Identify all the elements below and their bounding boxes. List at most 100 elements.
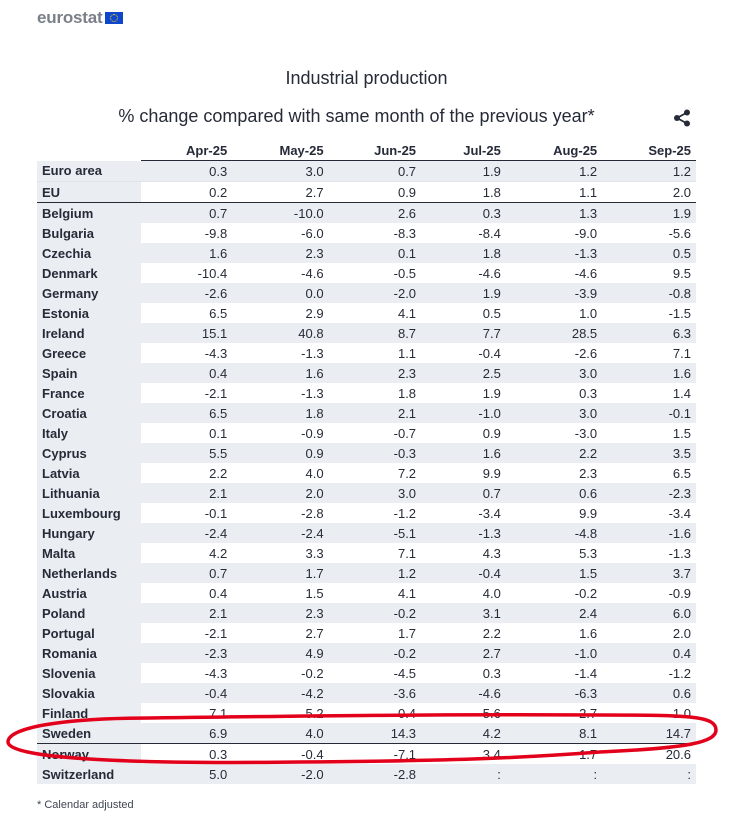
table-cell: 2.3	[232, 603, 329, 623]
table-cell: -4.8	[505, 523, 603, 543]
table-cell: -0.8	[602, 283, 696, 303]
table-cell: 7.2	[328, 463, 422, 483]
table-cell: 2.2	[421, 623, 506, 643]
table-cell: 1.0	[505, 303, 603, 323]
table-row: Malta 4.2 3.3 7.1 4.3 5.3 -1.3	[37, 543, 696, 563]
row-label: Poland	[37, 603, 141, 623]
table-cell: -0.4	[421, 343, 506, 363]
table-cell: 2.7	[232, 181, 329, 203]
table-row: Belgium 0.7 -10.0 2.6 0.3 1.3 1.9	[37, 202, 696, 223]
table-cell: 1.6	[232, 363, 329, 383]
table-row: France -2.1 -1.3 1.8 1.9 0.3 1.4	[37, 383, 696, 403]
row-label: Czechia	[37, 243, 141, 263]
table-row: Norway 0.3 -0.4 -7.1 3.4 1.7 20.6	[37, 743, 696, 764]
table-cell: 1.8	[421, 243, 506, 263]
row-label: Sweden	[37, 723, 141, 744]
table-cell: -4.3	[141, 343, 233, 363]
table-cell: 3.0	[328, 483, 422, 503]
eurostat-logo: eurostat	[37, 8, 124, 28]
table-cell: 3.0	[505, 403, 603, 423]
data-table: Apr-25 May-25 Jun-25 Jul-25 Aug-25 Sep-25 Eur…	[37, 140, 696, 784]
table-cell: 4.2	[141, 543, 233, 563]
table-cell: 8.1	[505, 723, 603, 744]
table-row: Latvia 2.2 4.0 7.2 9.9 2.3 6.5	[37, 463, 696, 483]
table-cell: 4.2	[421, 723, 506, 744]
table-cell: 7.1	[328, 543, 422, 563]
row-label: Croatia	[37, 403, 141, 423]
table-cell: 2.2	[141, 463, 233, 483]
table-cell: -1.0	[505, 643, 603, 663]
row-label: Estonia	[37, 303, 141, 323]
table-cell: 2.1	[328, 403, 422, 423]
table-cell: -2.0	[328, 283, 422, 303]
table-cell: -0.1	[141, 503, 233, 523]
table-cell: 2.3	[232, 243, 329, 263]
table-cell: 5.3	[505, 543, 603, 563]
table-cell: -7.1	[328, 743, 422, 764]
table-cell: 2.0	[602, 623, 696, 643]
table-cell: -9.0	[505, 223, 603, 243]
row-label: Euro area	[37, 160, 141, 182]
table-row: Czechia 1.6 2.3 0.1 1.8 -1.3 0.5	[37, 243, 696, 263]
table-cell: 0.4	[141, 583, 233, 603]
table-cell: -0.2	[505, 583, 603, 603]
table-cell: -0.2	[328, 603, 422, 623]
table-cell: 6.5	[141, 303, 233, 323]
table-row: Hungary -2.4 -2.4 -5.1 -1.3 -4.8 -1.6	[37, 523, 696, 543]
table-cell: 20.6	[602, 743, 696, 764]
table-cell: -2.6	[505, 343, 603, 363]
column-header: Apr-25	[141, 140, 233, 161]
table-cell: -4.6	[232, 263, 329, 283]
table-cell: -10.4	[141, 263, 233, 283]
table-cell: -2.1	[141, 383, 233, 403]
table-cell: 5.0	[141, 764, 233, 784]
column-header: May-25	[232, 140, 329, 161]
table-cell: 1.8	[421, 181, 506, 203]
table-cell: -0.4	[232, 743, 329, 764]
column-header: Jun-25	[328, 140, 422, 161]
table-cell: -1.2	[328, 503, 422, 523]
column-header: Sep-25	[602, 140, 696, 161]
table-cell: 5.6	[421, 703, 506, 723]
table-row: Spain 0.4 1.6 2.3 2.5 3.0 1.6	[37, 363, 696, 383]
table-cell: 2.0	[602, 181, 696, 203]
table-cell: 2.7	[505, 703, 603, 723]
table-cell: 40.8	[232, 323, 329, 343]
table-cell: -1.2	[602, 663, 696, 683]
row-label: Romania	[37, 643, 141, 663]
table-cell: -4.6	[421, 263, 506, 283]
table-cell: -1.6	[602, 523, 696, 543]
table-cell: -3.9	[505, 283, 603, 303]
table-row: Italy 0.1 -0.9 -0.7 0.9 -3.0 1.5	[37, 423, 696, 443]
table-cell: -10.0	[232, 202, 329, 223]
table-cell: 0.9	[421, 423, 506, 443]
table-cell: 1.8	[328, 383, 422, 403]
table-cell: -6.0	[232, 223, 329, 243]
table-row: Greece -4.3 -1.3 1.1 -0.4 -2.6 7.1	[37, 343, 696, 363]
table-cell: -2.1	[141, 623, 233, 643]
table-cell: 6.0	[602, 603, 696, 623]
table-cell: 0.4	[141, 363, 233, 383]
table-cell: 2.7	[232, 623, 329, 643]
row-label: Austria	[37, 583, 141, 603]
table-cell: :	[421, 764, 506, 784]
table-cell: -1.0	[421, 403, 506, 423]
table-cell: -2.8	[232, 503, 329, 523]
table-cell: 3.0	[505, 363, 603, 383]
table-cell: 0.1	[328, 243, 422, 263]
table-row: Luxembourg -0.1 -2.8 -1.2 -3.4 9.9 -3.4	[37, 503, 696, 523]
table-cell: 0.2	[141, 181, 233, 203]
row-label: Norway	[37, 743, 141, 764]
table-cell: 1.8	[232, 403, 329, 423]
table-cell: 1.5	[505, 563, 603, 583]
share-icon[interactable]	[673, 109, 691, 127]
row-label: Cyprus	[37, 443, 141, 463]
table-cell: 0.3	[141, 743, 233, 764]
table-cell: -1.4	[505, 663, 603, 683]
table-cell: 3.4	[421, 743, 506, 764]
table-cell: 1.5	[602, 423, 696, 443]
row-label: Portugal	[37, 623, 141, 643]
table-cell: -5.1	[328, 523, 422, 543]
table-cell: 1.6	[421, 443, 506, 463]
table-cell: 2.3	[328, 363, 422, 383]
